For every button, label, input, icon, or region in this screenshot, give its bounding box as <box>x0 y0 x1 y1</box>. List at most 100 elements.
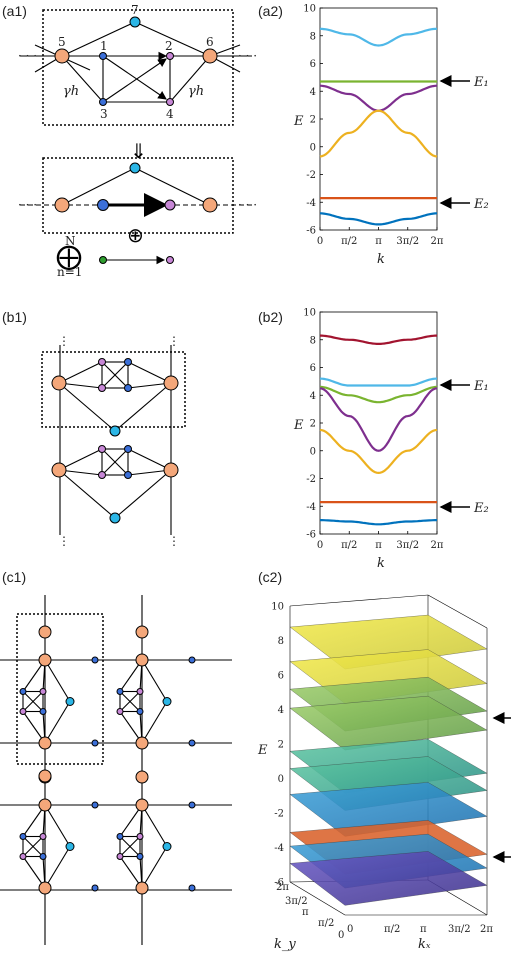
ytick-label: 6 <box>310 363 316 374</box>
label-site-1: 1 <box>100 39 108 53</box>
site-3 <box>99 98 107 106</box>
b1-site-inner <box>124 445 132 453</box>
reduced-site-right <box>202 197 218 213</box>
c1-site-blue <box>91 801 99 809</box>
c1-site-orange <box>38 881 52 895</box>
ytick-label: 0 <box>310 142 316 153</box>
c1-site-inner <box>19 688 27 695</box>
c1-site-orange <box>135 798 149 812</box>
c2-ztick-label: -2 <box>274 809 284 820</box>
c2-surface-9 <box>289 851 488 906</box>
site-2 <box>166 52 174 60</box>
a2-ylabel: E <box>293 114 304 129</box>
ytick-label: -6 <box>306 530 316 541</box>
c1-site-orange <box>38 625 52 639</box>
b2-ylabel: E <box>293 418 304 433</box>
c1-site-blue <box>91 656 99 664</box>
b1-site-inner <box>98 445 106 453</box>
ytick-label: -2 <box>306 170 316 181</box>
c1-site-orange <box>135 770 149 784</box>
c2-kxy-ticks: 0 π/2 π 3π/2 2π 2π 3π/2 π π/2 0 <box>276 882 493 941</box>
c1-site-orange <box>135 653 149 667</box>
c2-ztick-label: 8 <box>278 636 284 647</box>
label-site-4: 4 <box>166 107 174 121</box>
c2-ztick-label: 6 <box>278 671 284 682</box>
b1-site-orange <box>51 375 67 391</box>
c2-kx-tick-1: π/2 <box>384 924 400 935</box>
b1-site-inner <box>124 384 132 392</box>
panel-b2: (b2) E k -6 -4 -2 0 2 4 6 8 10 0 π/2 π 3π/2 2π E₁ E₂ <box>258 308 489 572</box>
b2-axes-box <box>319 311 438 535</box>
c1-site-blue <box>188 884 196 892</box>
b1-site-orange <box>163 375 179 391</box>
b1-dots-top-left: ⋮ <box>58 334 70 348</box>
band-line-6 <box>320 519 437 526</box>
ytick-label: 10 <box>303 308 316 319</box>
b1-site-orange <box>163 462 179 478</box>
panel-c1: (c1) <box>0 569 232 945</box>
ytick-label: -4 <box>306 198 316 209</box>
c2-kx-label: kₓ <box>418 937 431 952</box>
site-6 <box>202 48 218 64</box>
a2-E2-label: E₂ <box>473 197 489 212</box>
hopping-label-right: γh <box>188 84 204 99</box>
xtick-label: 2π <box>431 540 444 551</box>
panel-label-b2: (b2) <box>258 309 283 325</box>
c1-site-orange <box>38 653 52 667</box>
ytick-label: 0 <box>310 446 316 457</box>
c1-site-cyan <box>162 842 172 851</box>
c1-site-cyan <box>65 697 75 706</box>
panel-a1: (a1) · · · · · · <box>2 3 257 279</box>
ytick-label: 6 <box>310 59 316 70</box>
reduced-site-top <box>129 162 141 174</box>
a2-ticks: -6 -4 -2 0 2 4 6 8 10 0 π/2 π 3π/2 2π <box>303 4 444 248</box>
a1-reduced-dots-left: · · · <box>18 198 37 212</box>
ytick-label: 4 <box>310 87 316 98</box>
band-line-3 <box>319 109 438 158</box>
c1-site-orange <box>135 625 149 639</box>
c1-site-blue <box>188 656 196 664</box>
panel-label-b1: (b1) <box>2 309 27 325</box>
b2-E2-label: E₂ <box>473 501 489 516</box>
c2-ztick-label: -6 <box>274 878 284 889</box>
single-dimer-purple-site <box>166 256 174 264</box>
c2-ky-label: k_y <box>274 937 296 952</box>
ytick-label: 2 <box>310 419 316 430</box>
panel-label-c1: (c1) <box>2 569 26 585</box>
xtick-label: 0 <box>317 236 323 247</box>
c2-ky-tick-4: 2π <box>276 882 289 893</box>
xtick-label: 0 <box>317 540 323 551</box>
c2-ztick-label: 0 <box>278 774 284 785</box>
c1-site-inner <box>39 688 47 695</box>
c1-site-inner <box>19 853 27 860</box>
b1-site-cyan <box>109 512 121 524</box>
c2-zlabel: E <box>257 743 268 758</box>
c2-surface-6 <box>289 782 488 837</box>
c2-surface-3 <box>289 695 488 751</box>
reduced-site-blue <box>97 199 109 211</box>
ytick-label: 2 <box>310 115 316 126</box>
b1-site-cyan <box>109 425 121 437</box>
big-direct-sum-icon: ⨁ <box>56 242 82 272</box>
unit-cell-box-bottom <box>42 157 234 234</box>
c1-site-orange <box>135 736 149 750</box>
label-site-2: 2 <box>165 39 173 53</box>
label-site-7: 7 <box>131 3 139 17</box>
c1-cells <box>19 625 196 895</box>
band-line-4 <box>319 428 438 475</box>
band-line-0 <box>319 27 438 47</box>
c1-site-inner <box>19 708 27 715</box>
c1-site-blue <box>188 739 196 747</box>
hopping-label-left: γh <box>63 84 79 99</box>
a1-bonds <box>20 21 252 103</box>
site-1 <box>99 52 107 60</box>
b2-xlabel: k <box>377 556 385 571</box>
xtick-label: 2π <box>431 236 444 247</box>
a2-plot-area <box>319 27 438 226</box>
c2-ky-tick-0: 0 <box>338 930 344 941</box>
c2-kx-tick-0: 0 <box>347 924 353 935</box>
c2-zticks: -6 -4 -2 0 2 4 6 8 10 <box>271 602 284 889</box>
band-line-2 <box>319 84 438 112</box>
c1-site-orange <box>38 798 52 812</box>
band-line-1 <box>319 377 438 387</box>
